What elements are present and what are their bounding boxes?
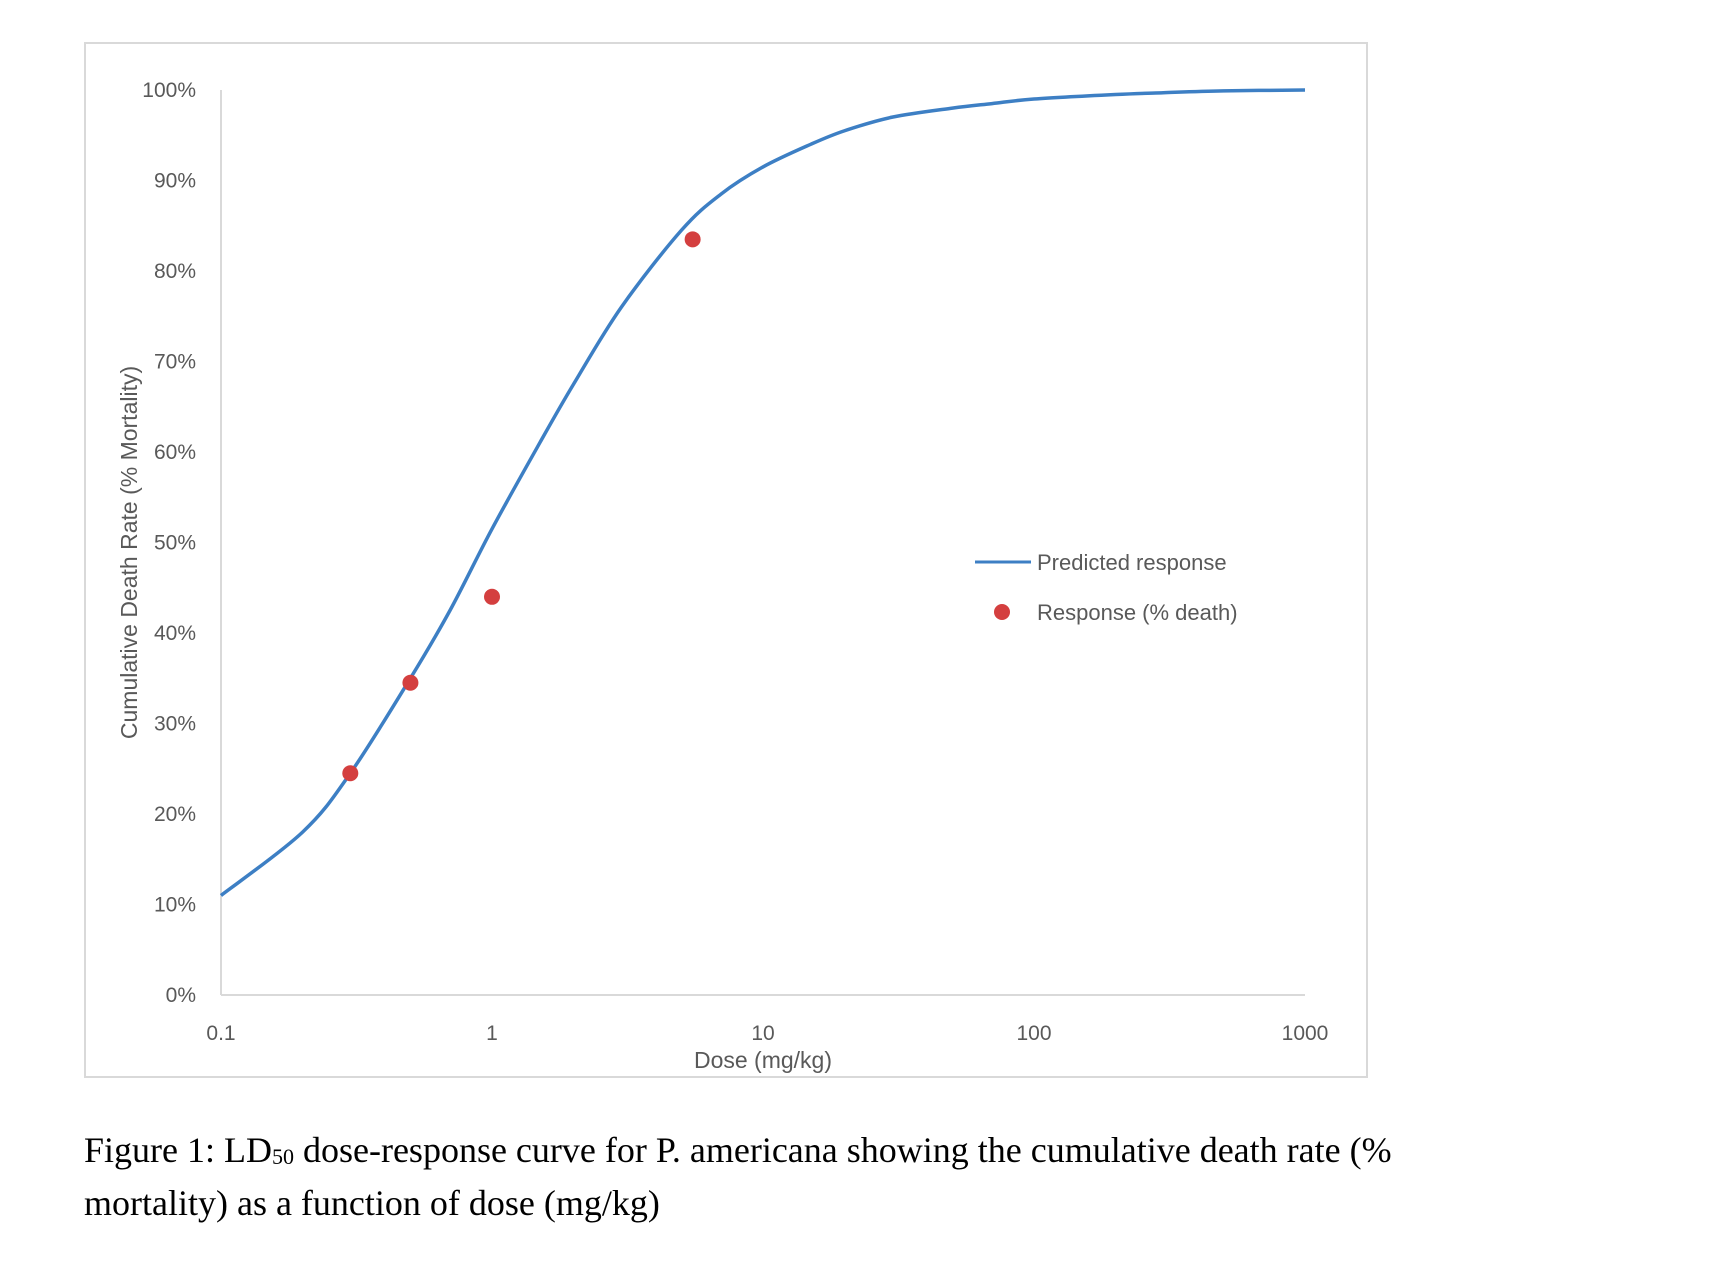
- y-tick-label: 80%: [154, 260, 196, 283]
- series-line-predicted-response: [219, 88, 1306, 897]
- y-tick-label: 20%: [154, 803, 196, 826]
- caption-line1-prefix: Figure 1: LD: [84, 1130, 272, 1170]
- x-tick-label: 1: [486, 1022, 498, 1045]
- legend: Predicted response Response (% death): [975, 550, 1238, 625]
- x-tick-label: 100: [1016, 1022, 1051, 1045]
- data-point-response: [484, 588, 500, 605]
- y-tick-label: 70%: [154, 351, 196, 374]
- caption-ld-subscript: 50: [271, 1144, 294, 1169]
- y-tick-label: 100%: [142, 79, 196, 102]
- y-tick-label: 60%: [154, 441, 196, 464]
- x-tick-label: 10: [751, 1022, 774, 1045]
- y-tick-label: 0%: [166, 984, 196, 1007]
- data-point-response: [342, 765, 359, 782]
- y-tick-label: 40%: [154, 622, 196, 645]
- dose-response-chart: 0% 10% 20% 30% 40% 50% 60% 70% 80% 90% 100% 0.1 1 10…: [116, 79, 1328, 1073]
- series-marks: [219, 88, 1306, 897]
- y-tick-label: 50%: [154, 532, 196, 555]
- data-point-response: [684, 231, 701, 248]
- x-tick-label: 0.1: [206, 1022, 235, 1045]
- figure-caption: Figure 1: LD50 dose-response curve for P…: [84, 1126, 1644, 1227]
- caption-line1-suffix: dose-response curve for P. americana sho…: [293, 1130, 1392, 1170]
- legend-label-response-death: Response (% death): [1037, 600, 1238, 625]
- y-tick-label: 90%: [154, 170, 196, 193]
- data-point-response: [402, 674, 419, 691]
- caption-line2: mortality) as a function of dose (mg/kg): [84, 1183, 660, 1223]
- x-axis-title: Dose (mg/kg): [694, 1047, 832, 1073]
- y-tick-labels: 0% 10% 20% 30% 40% 50% 60% 70% 80% 90% 100%: [142, 79, 196, 1007]
- x-tick-label: 1000: [1282, 1022, 1329, 1045]
- y-axis-title: Cumulative Death Rate (% Mortality): [116, 366, 142, 739]
- chart-frame: [84, 42, 1368, 1078]
- axes: [220, 90, 1305, 996]
- y-tick-label: 10%: [154, 894, 196, 917]
- legend-label-predicted-response: Predicted response: [1037, 550, 1227, 575]
- legend-swatch-response-death: [994, 604, 1010, 620]
- y-tick-label: 30%: [154, 713, 196, 736]
- x-tick-labels: 0.1 1 10 100 1000: [206, 1022, 1328, 1045]
